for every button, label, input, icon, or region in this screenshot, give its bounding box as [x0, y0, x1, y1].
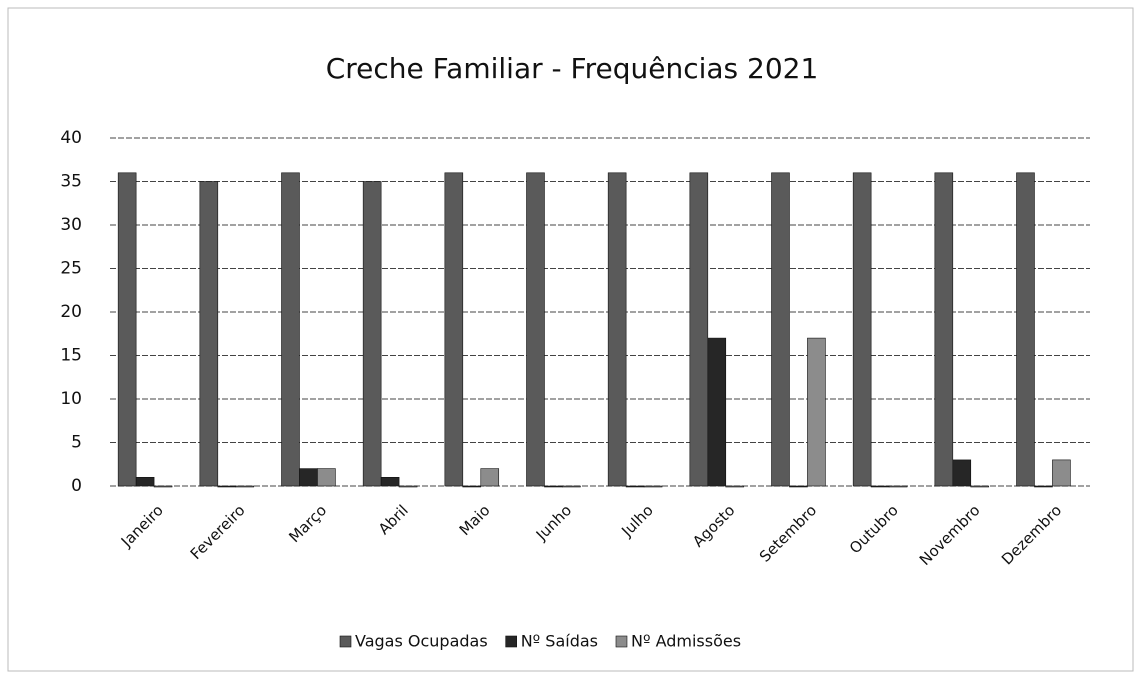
- legend-label: Vagas Ocupadas: [355, 632, 488, 651]
- legend-swatch: [339, 635, 352, 648]
- x-tick-label: Dezembro: [998, 501, 1065, 568]
- x-tick-label: Novembro: [916, 501, 984, 569]
- bar: [1034, 485, 1053, 488]
- bar: [544, 485, 563, 488]
- x-tick-label: Maio: [456, 501, 494, 539]
- x-tick-label: Janeiro: [117, 501, 167, 551]
- bar: [217, 485, 237, 488]
- bar: [1052, 459, 1071, 487]
- bar: [362, 181, 382, 487]
- bar: [607, 172, 627, 487]
- bar: [562, 485, 581, 488]
- bar: [317, 468, 336, 487]
- x-tick-label: Agosto: [689, 501, 738, 550]
- y-tick-label: 40: [60, 128, 82, 148]
- bar: [789, 485, 808, 488]
- bar: [807, 337, 826, 487]
- y-tick-label: 5: [71, 433, 82, 453]
- bar: [625, 485, 645, 488]
- x-tick-label: Março: [285, 501, 330, 546]
- bar: [707, 337, 727, 487]
- bar: [299, 468, 318, 487]
- y-tick-label: 0: [71, 476, 82, 496]
- legend-swatch: [615, 635, 628, 648]
- x-tick-label: Outubro: [846, 501, 902, 557]
- bar: [135, 476, 155, 487]
- x-tick-label: Abril: [375, 501, 412, 538]
- bar: [852, 172, 872, 487]
- bar: [380, 476, 400, 487]
- y-tick-label: 10: [60, 389, 82, 409]
- legend-label: Nº Saídas: [521, 632, 598, 651]
- legend-swatch: [505, 635, 517, 648]
- y-tick-label: 25: [60, 259, 82, 279]
- x-tick-label: Junho: [532, 501, 575, 544]
- y-tick-label: 20: [60, 302, 82, 322]
- chart-title: Creche Familiar - Frequências 2021: [326, 52, 819, 85]
- bar: [235, 485, 255, 488]
- chart-border: [7, 7, 1134, 672]
- bar: [117, 172, 137, 487]
- y-tick-label: 30: [60, 215, 82, 235]
- bar: [970, 485, 990, 488]
- bar: [725, 485, 745, 488]
- bar: [689, 172, 709, 487]
- bar: [870, 485, 890, 488]
- bar: [771, 172, 790, 487]
- bar: [462, 485, 482, 488]
- bar: [153, 485, 173, 488]
- bar: [480, 468, 500, 487]
- bar: [398, 485, 418, 488]
- bar: [952, 459, 972, 487]
- legend-label: Nº Admissões: [631, 632, 741, 651]
- x-tick-label: Julho: [617, 501, 656, 540]
- y-tick-label: 35: [60, 172, 82, 192]
- bar: [444, 172, 464, 487]
- bar: [643, 485, 663, 488]
- bar: [1016, 172, 1035, 487]
- x-tick-label: Fevereiro: [187, 501, 249, 563]
- bar: [888, 485, 908, 488]
- bar: [526, 172, 545, 487]
- x-tick-label: Setembro: [756, 501, 820, 565]
- bar: [934, 172, 954, 487]
- y-tick-label: 15: [60, 346, 82, 366]
- bar: [281, 172, 300, 487]
- bar: [199, 181, 219, 487]
